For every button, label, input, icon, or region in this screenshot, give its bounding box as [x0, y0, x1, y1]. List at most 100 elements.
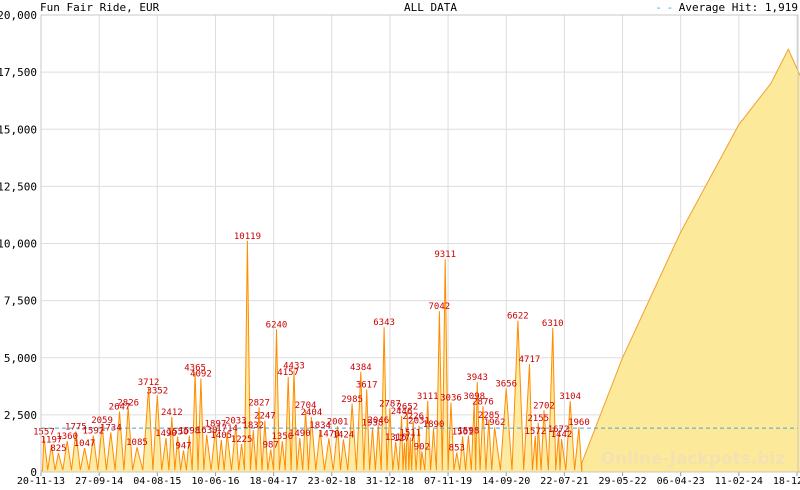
- data-label: 10119: [234, 232, 261, 242]
- data-label: 2046: [367, 416, 389, 426]
- data-label: 2226: [402, 412, 424, 422]
- chart-subtitle: ALL DATA: [404, 1, 457, 14]
- data-label: 3098: [463, 392, 485, 402]
- data-label: 1550: [167, 428, 189, 438]
- hits-line: [40, 240, 583, 473]
- data-label: 2285: [478, 411, 500, 421]
- data-label: 6343: [373, 318, 395, 328]
- data-label: 1714: [216, 424, 238, 434]
- y-tick-label: 20,000: [0, 9, 37, 22]
- data-labels: 1557119782513601775104715922059173426472…: [33, 232, 590, 454]
- data-label: 1511: [399, 428, 421, 438]
- data-label: 3943: [466, 373, 488, 383]
- data-label: 2033: [225, 417, 247, 427]
- y-tick-label: 15,000: [0, 123, 37, 136]
- chart-title: Fun Fair Ride, EUR: [40, 1, 160, 14]
- data-label: 1734: [100, 423, 122, 433]
- data-label: 3352: [146, 386, 168, 396]
- data-label: 2247: [254, 412, 276, 422]
- data-label: 1424: [333, 430, 355, 440]
- data-label: 987: [263, 440, 279, 450]
- data-label: 1672: [548, 425, 570, 435]
- x-tick-label: 14-09-20: [482, 476, 530, 487]
- area-fill: [581, 48, 800, 473]
- y-tick-label: 10,000: [0, 238, 37, 251]
- data-label: 2647: [109, 403, 131, 413]
- x-tick-label: 06-04-23: [657, 476, 705, 487]
- data-label: 7042: [429, 302, 451, 312]
- y-tick-label: 17,500: [0, 66, 37, 79]
- data-label: 1490: [155, 429, 177, 439]
- data-label: 6240: [266, 320, 288, 330]
- hits-series: [40, 240, 583, 473]
- data-label: 3656: [495, 379, 517, 389]
- average-line-legend-icon: - -: [655, 1, 673, 14]
- plot-frame: [40, 14, 799, 473]
- x-tick-label: 04-08-15: [133, 476, 181, 487]
- data-label: 2826: [117, 398, 139, 408]
- data-label: 1630: [196, 426, 218, 436]
- data-label: 2001: [327, 417, 349, 427]
- area-series: [581, 48, 800, 473]
- data-label: 2446: [391, 407, 413, 417]
- watermark: Online-Jackpots.biz: [601, 449, 786, 469]
- data-label: 902: [414, 442, 430, 452]
- x-tick-label: 18-12-24: [773, 476, 800, 487]
- x-tick-label: 31-12-18: [366, 476, 414, 487]
- data-label: 2031: [408, 417, 430, 427]
- data-label: 3712: [138, 378, 160, 388]
- data-label: 1557: [33, 427, 55, 437]
- x-tick-label: 20-11-13: [17, 476, 65, 487]
- data-label: 1832: [242, 421, 264, 431]
- y-tick-label: 7,500: [4, 295, 37, 308]
- data-label: 1775: [65, 422, 87, 432]
- data-label: 1938: [362, 419, 384, 429]
- data-label: 1442: [551, 430, 573, 440]
- legend-average-hit: - - Average Hit: 1,919: [655, 1, 798, 14]
- data-label: 1960: [568, 418, 590, 428]
- data-label: 9311: [434, 250, 456, 260]
- data-label: 6622: [507, 312, 529, 322]
- data-label: 1047: [74, 439, 96, 449]
- data-label: 1834: [309, 421, 331, 431]
- data-label: 1360: [56, 432, 78, 442]
- x-tick-label: 10-06-16: [191, 476, 239, 487]
- data-label: 1085: [126, 438, 148, 448]
- x-tick-label: 29-05-22: [598, 476, 646, 487]
- hits-fill: [41, 240, 582, 472]
- data-label: 1405: [210, 431, 232, 441]
- data-label: 1277: [394, 434, 416, 444]
- data-label: 1572: [524, 427, 546, 437]
- data-label: 1470: [318, 429, 340, 439]
- data-label: 1897: [205, 420, 227, 430]
- data-label: 4092: [190, 369, 212, 379]
- data-label: 2059: [91, 416, 113, 426]
- x-tick-label: 11-02-24: [715, 476, 763, 487]
- x-tick-label: 22-07-21: [540, 476, 588, 487]
- y-tick-label: 2,500: [4, 409, 37, 422]
- data-label: 2876: [472, 397, 494, 407]
- data-label: 4384: [350, 363, 372, 373]
- data-label: 4365: [184, 363, 206, 373]
- data-label: 1598: [458, 426, 480, 436]
- data-label: 4433: [283, 362, 305, 372]
- data-label: 1350: [271, 432, 293, 442]
- data-label: 1316: [385, 433, 407, 443]
- data-label: 1962: [484, 418, 506, 428]
- data-label: 2404: [301, 408, 323, 418]
- data-label: 2412: [161, 408, 183, 418]
- data-label: 853: [449, 444, 465, 454]
- y-tick-label: 0: [30, 466, 37, 479]
- data-label: 2652: [397, 402, 419, 412]
- axes: 0 2,500 5,000 7,500 10,000 12,500 15,000 17,500…: [0, 9, 800, 487]
- data-label: 4717: [519, 355, 541, 365]
- y-tick-label: 5,000: [4, 352, 37, 365]
- data-label: 2155: [527, 414, 549, 424]
- data-label: 2827: [248, 398, 270, 408]
- y-tick-label: 12,500: [0, 180, 37, 193]
- data-label: 1490: [289, 429, 311, 439]
- data-label: 3036: [440, 394, 462, 404]
- data-label: 1890: [423, 420, 445, 430]
- data-label: 1592: [82, 427, 104, 437]
